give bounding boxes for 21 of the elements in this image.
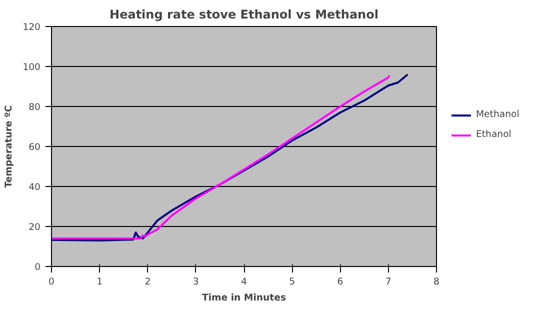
x-tick-label: 1 — [96, 276, 103, 288]
x-tick-label: 7 — [385, 276, 392, 288]
y-tick-label: 40 — [28, 182, 41, 193]
x-tick-label: 2 — [144, 276, 151, 288]
x-tick-label: 3 — [192, 276, 199, 288]
legend-label: Ethanol — [476, 129, 512, 140]
y-tick-label: 20 — [28, 222, 41, 233]
x-tick-label: 6 — [337, 276, 344, 288]
y-tick-label: 120 — [22, 22, 41, 33]
chart-title: Heating rate stove Ethanol vs Methanol — [110, 8, 378, 22]
y-tick-label: 100 — [22, 62, 41, 73]
x-tick-label: 4 — [241, 276, 248, 288]
y-tick-label: 0 — [34, 262, 41, 273]
x-tick-label: 8 — [434, 276, 440, 288]
x-axis-title: Time in Minutes — [202, 292, 286, 304]
x-tick-label: 5 — [289, 276, 296, 288]
legend-label: Methanol — [476, 109, 520, 120]
y-axis-title: Temperature ºC — [4, 105, 15, 188]
x-tick-label: 0 — [48, 276, 55, 288]
y-tick-label: 80 — [28, 102, 41, 113]
y-tick-label: 60 — [28, 142, 41, 153]
